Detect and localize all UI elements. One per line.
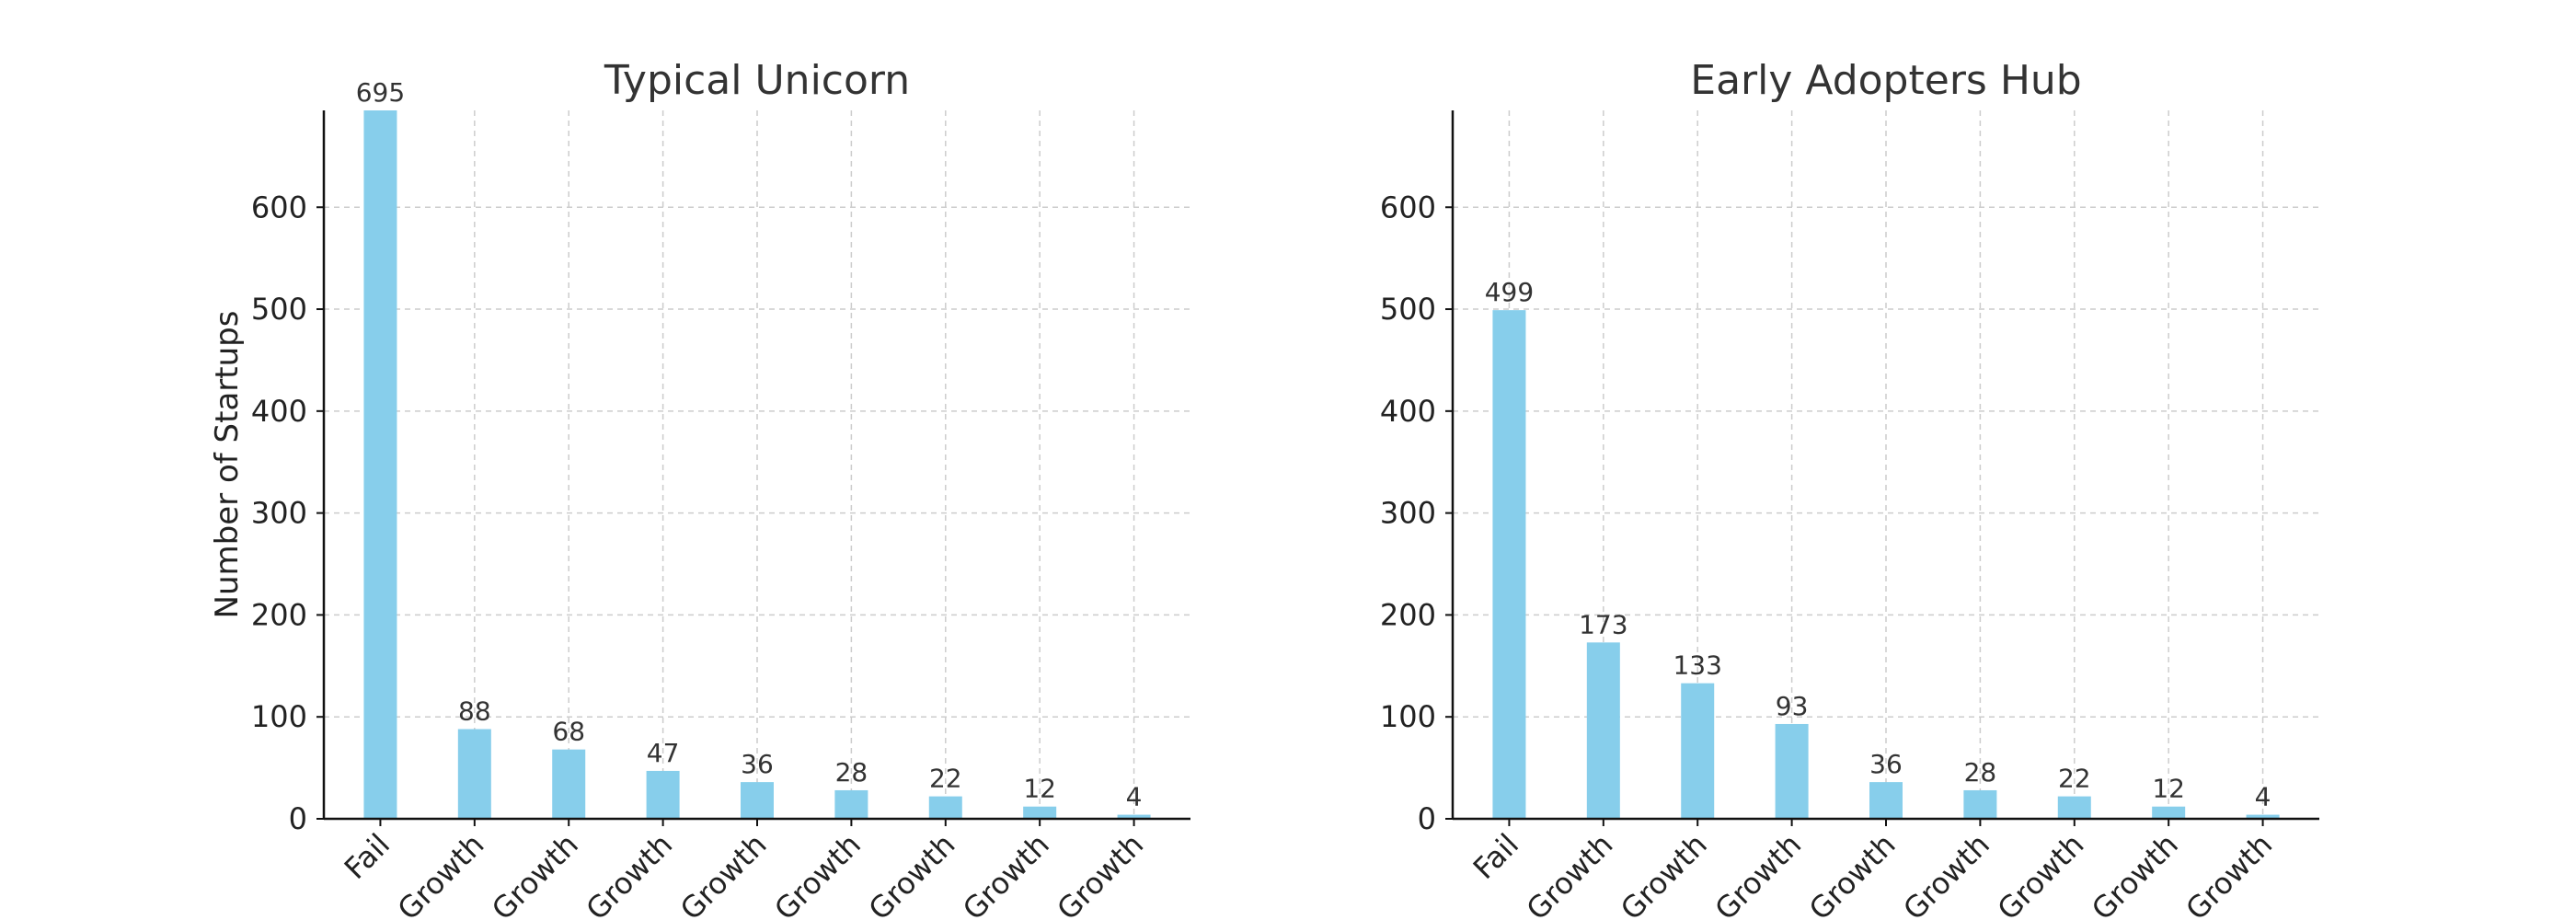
y-tick-label: 600 xyxy=(1380,190,1436,224)
data-label: 4 xyxy=(1126,782,1143,812)
data-label: 695 xyxy=(356,77,405,108)
bar xyxy=(363,110,397,819)
x-tick-label: Growth xyxy=(1614,827,1714,920)
x-tick-label: Growth xyxy=(485,827,585,920)
data-label: 22 xyxy=(2058,764,2091,794)
bar xyxy=(1681,683,1715,819)
data-label: 22 xyxy=(929,764,962,794)
chart-panel-early-adopters-hub: Early Adopters Hub 010020030040050060049… xyxy=(1380,57,2319,920)
bar xyxy=(457,729,491,819)
data-label: 68 xyxy=(552,717,585,747)
data-label: 47 xyxy=(647,738,680,768)
chart-title: Early Adopters Hub xyxy=(1690,57,2081,104)
x-tick-label: Growth xyxy=(767,827,868,920)
y-tick-label: 500 xyxy=(1380,292,1436,327)
x-tick-label: Growth xyxy=(1050,827,1150,920)
data-label: 12 xyxy=(2152,774,2185,804)
bar xyxy=(1117,814,1151,819)
x-tick-label: Growth xyxy=(391,827,491,920)
bar xyxy=(646,770,680,819)
data-label: 93 xyxy=(1776,691,1809,721)
bar xyxy=(2152,806,2186,819)
data-label: 4 xyxy=(2255,782,2271,812)
y-tick-label: 0 xyxy=(289,801,307,836)
bar xyxy=(2246,814,2280,819)
bar xyxy=(928,796,962,819)
x-tick-label: Growth xyxy=(673,827,774,920)
data-label: 173 xyxy=(1579,609,1627,639)
x-tick-label: Growth xyxy=(1520,827,1620,920)
y-tick-label: 300 xyxy=(251,496,307,531)
y-tick-label: 200 xyxy=(1380,597,1436,632)
y-tick-label: 400 xyxy=(251,394,307,429)
y-tick-label: 100 xyxy=(251,699,307,734)
x-tick-label: Fail xyxy=(1466,827,1525,886)
bar xyxy=(2057,796,2091,819)
bar xyxy=(552,749,586,819)
x-tick-label: Growth xyxy=(1991,827,2091,920)
y-axis-label: Number of Startups xyxy=(209,311,246,619)
bar xyxy=(1492,310,1526,819)
data-label: 36 xyxy=(741,749,774,779)
bar xyxy=(1586,642,1620,819)
data-label: 36 xyxy=(1869,749,1903,779)
x-tick-label: Growth xyxy=(862,827,962,920)
data-label: 499 xyxy=(1485,277,1534,307)
bar xyxy=(1023,806,1057,819)
x-tick-label: Growth xyxy=(2179,827,2279,920)
x-tick-label: Growth xyxy=(1708,827,1808,920)
x-tick-label: Growth xyxy=(956,827,1056,920)
data-label: 12 xyxy=(1023,774,1056,804)
data-label: 133 xyxy=(1673,650,1721,681)
bar xyxy=(1869,782,1903,819)
bar xyxy=(1775,723,1809,819)
y-tick-label: 500 xyxy=(251,292,307,327)
data-label: 28 xyxy=(835,757,868,788)
y-tick-label: 300 xyxy=(1380,496,1436,531)
bar xyxy=(1963,789,1997,819)
data-label: 28 xyxy=(1964,757,1997,788)
bar xyxy=(834,789,868,819)
y-tick-label: 200 xyxy=(251,597,307,632)
y-tick-label: 100 xyxy=(1380,699,1436,734)
x-tick-label: Growth xyxy=(579,827,679,920)
chart-panel-typical-unicorn: Typical Unicorn Number of Startups 0 100 2… xyxy=(209,57,1190,920)
x-tick-label: Growth xyxy=(2085,827,2185,920)
x-tick-label: Growth xyxy=(1896,827,1996,920)
y-tick-label: 400 xyxy=(1380,394,1436,429)
y-tick-label: 0 xyxy=(1418,801,1436,836)
y-tick-label: 600 xyxy=(251,190,307,224)
bar xyxy=(741,782,774,819)
x-tick-label: Fail xyxy=(338,827,397,886)
data-label: 88 xyxy=(458,696,491,727)
x-tick-label: Growth xyxy=(1802,827,1903,920)
chart-title: Typical Unicorn xyxy=(604,57,910,104)
